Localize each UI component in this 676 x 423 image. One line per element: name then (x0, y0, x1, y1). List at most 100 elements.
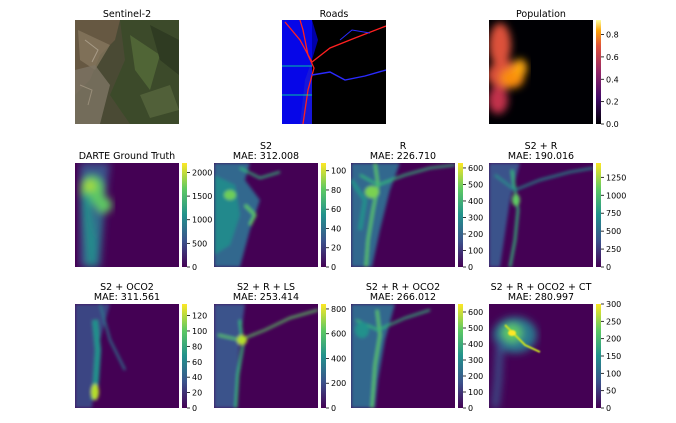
colorbar (596, 163, 601, 267)
panel-title: S2 + R + OCO2 (366, 282, 440, 293)
colorbar (458, 163, 463, 267)
panel-title-sentinel2: Sentinel-2 (103, 9, 151, 20)
sentinel2-image (75, 20, 179, 124)
colorbar-tick-label: 0 (331, 404, 336, 413)
colorbar-tick-label: 500 (468, 180, 483, 189)
panel-subtitle-mae: MAE: 311.561 (94, 292, 160, 303)
colorbar-tick-label: 600 (468, 164, 483, 173)
colorbar-tick-label: 200 (331, 379, 346, 388)
colorbar (182, 304, 187, 408)
colorbar-tick-label: 300 (468, 213, 483, 222)
colorbar-tick-label: 0 (331, 263, 336, 272)
colorbar-tick-label: 40 (192, 373, 202, 382)
panel-subtitle-mae: MAE: 226.710 (370, 151, 436, 162)
colorbar-tick-label: 2000 (192, 168, 212, 177)
population-colorbar: 0.0 0.2 0.4 0.6 0.8 (596, 20, 619, 129)
colorbar-tick-label: 200 (606, 335, 621, 344)
panel-title: S2 (260, 141, 272, 152)
colorbar-tick-label: 80 (192, 342, 202, 351)
panel-title: S2 + R + OCO2 + CT (491, 282, 592, 293)
colorbar-tick-label: 750 (606, 209, 621, 218)
colorbar-tick-label: 40 (331, 224, 341, 233)
colorbar (596, 304, 601, 408)
panel-subtitle-mae: MAE: 312.008 (233, 151, 299, 162)
heatmap-s2-r (489, 163, 593, 267)
colorbar-tick-label: 20 (192, 389, 202, 398)
panel-subtitle-mae: MAE: 266.012 (370, 292, 436, 303)
colorbar-tick-label: 0.4 (606, 75, 619, 84)
colorbar-tick-label: 120 (192, 312, 207, 321)
panel-title: DARTE Ground Truth (79, 151, 175, 162)
colorbar-tick-label: 1250 (606, 173, 626, 182)
colorbar-tick-label: 250 (606, 317, 621, 326)
colorbar (321, 304, 326, 408)
panel-title: S2 + R (525, 141, 558, 152)
colorbar-tick-label: 100 (468, 246, 483, 255)
colorbar-tick-label: 0 (192, 263, 197, 272)
panel-subtitle-mae: MAE: 253.414 (233, 292, 299, 303)
colorbar-tick-label: 1500 (192, 192, 212, 201)
colorbar-tick-label: 200 (468, 230, 483, 239)
colorbar-tick-label: 0 (468, 404, 473, 413)
colorbar-tick-label: 0.8 (606, 31, 619, 40)
colorbar (458, 304, 463, 408)
heatmap-s2 (214, 163, 318, 267)
colorbar-tick-label: 0 (606, 404, 611, 413)
colorbar (182, 163, 187, 267)
panel-subtitle-mae: MAE: 190.016 (508, 151, 574, 162)
population-image (489, 20, 593, 124)
colorbar-tick-label: 300 (606, 300, 621, 309)
heatmap-s2-r-ls (214, 304, 318, 408)
colorbar-tick-label: 300 (468, 356, 483, 365)
colorbar-tick-label: 0.6 (606, 53, 619, 62)
colorbar-tick-label: 800 (331, 305, 346, 314)
panel-title-roads: Roads (320, 9, 349, 20)
colorbar-tick-label: 0 (468, 263, 473, 272)
colorbar-tick-label: 500 (606, 227, 621, 236)
colorbar-tick-label: 400 (468, 197, 483, 206)
panel-title: R (400, 141, 407, 152)
colorbar-tick-label: 150 (606, 352, 621, 361)
colorbar-tick-label: 100 (192, 327, 207, 336)
colorbar-tick-label: 400 (468, 340, 483, 349)
colorbar-tick-label: 100 (468, 388, 483, 397)
heatmap-s2-oco2 (75, 304, 179, 408)
heatmap-s2-r-oco2-ct (489, 304, 593, 408)
colorbar-tick-label: 500 (192, 239, 207, 248)
colorbar-tick-label: 80 (331, 186, 341, 195)
roads-image (282, 20, 386, 124)
colorbar-tick-label: 1000 (192, 216, 212, 225)
heatmap-panel: DARTE Ground Truth 0 500 1000 1500 2000 (79, 151, 213, 272)
colorbar-tick-label: 400 (331, 354, 346, 363)
colorbar-tick-label: 600 (331, 330, 346, 339)
colorbar-tick-label: 500 (468, 324, 483, 333)
colorbar-tick-label: 600 (468, 308, 483, 317)
heatmap-s2-r-oco2 (351, 304, 455, 408)
panel-title: S2 + OCO2 (100, 282, 154, 293)
colorbar (321, 163, 326, 267)
colorbar-tick-label: 60 (331, 205, 341, 214)
colorbar-tick-label: 0 (192, 404, 197, 413)
panel-title: S2 + R + LS (237, 282, 295, 293)
colorbar-tick-label: 0 (606, 263, 611, 272)
panel-subtitle-mae: MAE: 280.997 (508, 292, 574, 303)
colorbar-tick-label: 200 (468, 372, 483, 381)
colorbar-tick-label: 1000 (606, 191, 626, 200)
colorbar-tick-label: 0.2 (606, 98, 619, 107)
colorbar-tick-label: 20 (331, 244, 341, 253)
colorbar-tick-label: 250 (606, 245, 621, 254)
colorbar-tick-label: 0.0 (606, 120, 619, 129)
panel-title-population: Population (516, 9, 566, 20)
heatmap-r (351, 163, 455, 267)
colorbar-tick-label: 100 (331, 167, 346, 176)
heatmap-darte-ground-truth (75, 163, 179, 267)
colorbar-tick-label: 50 (606, 387, 616, 396)
colorbar-tick-label: 100 (606, 369, 621, 378)
colorbar-tick-label: 60 (192, 358, 202, 367)
